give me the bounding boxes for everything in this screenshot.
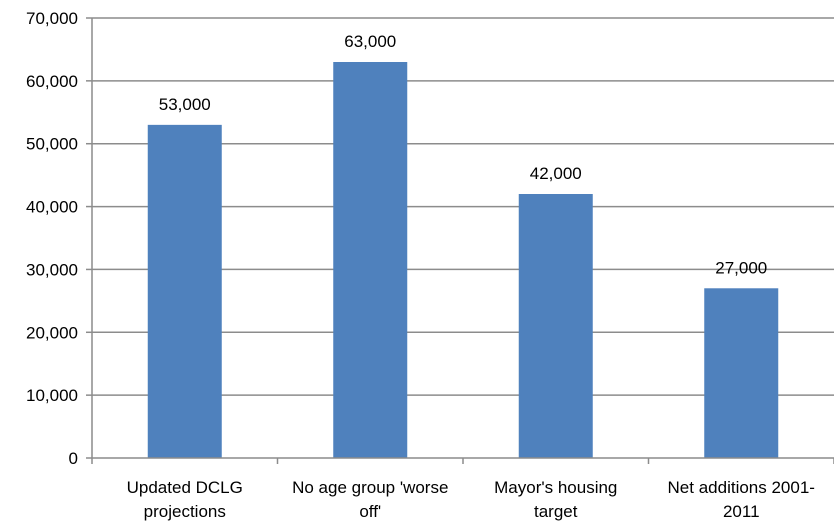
- y-tick-label: 30,000: [26, 260, 78, 279]
- bar: [704, 288, 779, 458]
- x-category-label: 2011: [723, 502, 760, 521]
- x-category-label: off': [359, 502, 381, 521]
- data-label: 27,000: [715, 258, 767, 277]
- x-category-label: No age group 'worse: [292, 478, 448, 497]
- y-tick-label: 50,000: [26, 135, 78, 154]
- y-tick-label: 40,000: [26, 198, 78, 217]
- data-label: 42,000: [530, 164, 582, 183]
- data-label: 63,000: [344, 32, 396, 51]
- bars: [147, 62, 779, 458]
- x-axis-category-labels: Updated DCLG projections No age group 'wor…: [127, 478, 815, 521]
- x-category-label: projections: [144, 502, 226, 521]
- y-tick-label: 20,000: [26, 323, 78, 342]
- y-tick-label: 60,000: [26, 72, 78, 91]
- x-category-label: Updated DCLG: [127, 478, 243, 497]
- x-category-label: Net additions 2001-: [668, 478, 815, 497]
- y-tick-label: 10,000: [26, 386, 78, 405]
- y-axis-tick-labels: 0 10,000 20,000 30,000 40,000 50,000 60,000 70,…: [26, 9, 78, 468]
- x-category-label: target: [534, 502, 578, 521]
- bar: [333, 62, 408, 458]
- bar: [518, 194, 593, 458]
- y-tick-label: 0: [69, 449, 78, 468]
- data-label: 53,000: [159, 95, 211, 114]
- axes: [91, 18, 834, 464]
- bar: [147, 124, 222, 458]
- x-category-label: Mayor's housing: [494, 478, 617, 497]
- y-tick-label: 70,000: [26, 9, 78, 28]
- data-labels: 53,000 63,000 42,000 27,000: [159, 32, 768, 277]
